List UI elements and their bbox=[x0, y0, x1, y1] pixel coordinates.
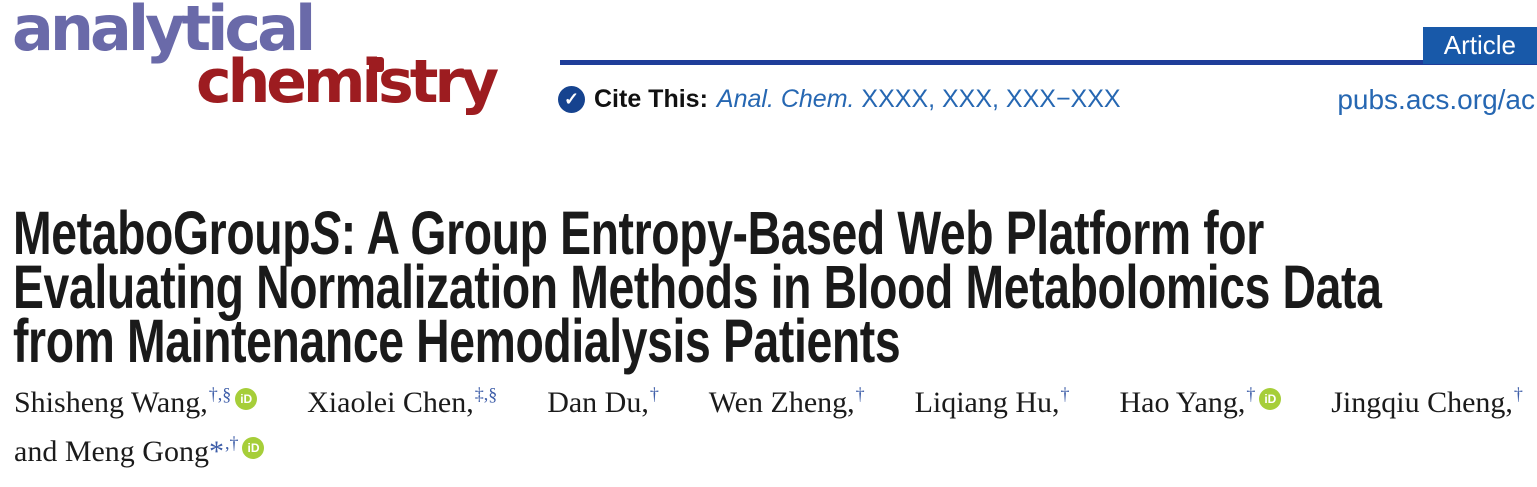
author-name: and Meng Gong bbox=[14, 435, 209, 468]
title-line-2: Evaluating Normalization Methods in Bloo… bbox=[13, 253, 1382, 321]
logo-analytical-text: analytical bbox=[12, 0, 316, 65]
author-list-line-2: and Meng Gong*,† iD bbox=[14, 433, 1523, 469]
paper-title: MetaboGroupS: A Group Entropy-Based Web … bbox=[13, 199, 1537, 375]
author: Dan Du,† bbox=[547, 384, 659, 420]
author-name: Shisheng Wang, bbox=[14, 386, 208, 419]
header-rule bbox=[560, 60, 1537, 65]
author-list-line-1: Shisheng Wang,†,§ iD Xiaolei Chen,‡,§ Dan D… bbox=[14, 384, 1523, 420]
author: Liqiang Hu,† bbox=[914, 384, 1070, 420]
author-name: Jingqiu Cheng, bbox=[1331, 386, 1513, 419]
author-affiliation-superscript: † bbox=[1060, 384, 1070, 404]
logo-chemistry-text: chemistry bbox=[196, 47, 499, 117]
author-list: Shisheng Wang,†,§ iD Xiaolei Chen,‡,§ Dan D… bbox=[14, 384, 1523, 469]
author-affiliation-superscript: † bbox=[1513, 384, 1523, 404]
article-type-badge: Article bbox=[1422, 27, 1537, 64]
author-name: Hao Yang, bbox=[1119, 386, 1246, 419]
author-affiliation-superscript: † bbox=[649, 384, 659, 404]
logo-period-mark bbox=[369, 57, 384, 72]
cite-this-line: ✓ Cite This: Anal. Chem. XXXX, XXX, XXX−… bbox=[558, 85, 1121, 114]
author: Shisheng Wang,†,§ iD bbox=[14, 384, 258, 420]
author: Hao Yang,† iD bbox=[1119, 384, 1282, 420]
author-affiliation-superscript: † bbox=[855, 384, 865, 404]
orcid-icon[interactable]: iD bbox=[1259, 388, 1282, 410]
orcid-icon[interactable]: iD bbox=[235, 388, 258, 410]
title-line-1: MetaboGroupS: A Group Entropy-Based Web … bbox=[13, 199, 1264, 267]
author-name: Dan Du, bbox=[547, 386, 649, 419]
title-line-3: from Maintenance Hemodialysis Patients bbox=[13, 307, 901, 375]
author-affiliation-superscript: ,† bbox=[224, 433, 239, 453]
cite-check-icon: ✓ bbox=[558, 86, 585, 113]
author-affiliation-superscript: † bbox=[1246, 384, 1256, 404]
author-affiliation-superscript: ‡,§ bbox=[474, 384, 498, 404]
author: and Meng Gong*,† iD bbox=[14, 433, 265, 468]
author: Wen Zheng,† bbox=[708, 384, 865, 420]
author-name: Wen Zheng, bbox=[708, 386, 855, 419]
citation-volume-pages: XXXX, XXX, XXX−XXX bbox=[854, 85, 1121, 113]
citation-reference[interactable]: Anal. Chem. XXXX, XXX, XXX−XXX bbox=[717, 85, 1121, 114]
author-affiliation-superscript: †,§ bbox=[208, 384, 232, 404]
author: Xiaolei Chen,‡,§ bbox=[307, 384, 498, 420]
pubs-acs-link[interactable]: pubs.acs.org/ac bbox=[1337, 84, 1535, 115]
cite-this-label: Cite This: bbox=[594, 85, 708, 113]
author: Jingqiu Cheng,† bbox=[1331, 384, 1523, 420]
corresponding-author-asterisk: * bbox=[208, 435, 224, 468]
author-name: Liqiang Hu, bbox=[914, 386, 1060, 419]
author-name: Xiaolei Chen, bbox=[307, 386, 474, 419]
journal-logo: analytical chemistry bbox=[12, 0, 572, 130]
citation-journal-name: Anal. Chem. bbox=[716, 85, 855, 113]
orcid-icon[interactable]: iD bbox=[242, 437, 265, 459]
